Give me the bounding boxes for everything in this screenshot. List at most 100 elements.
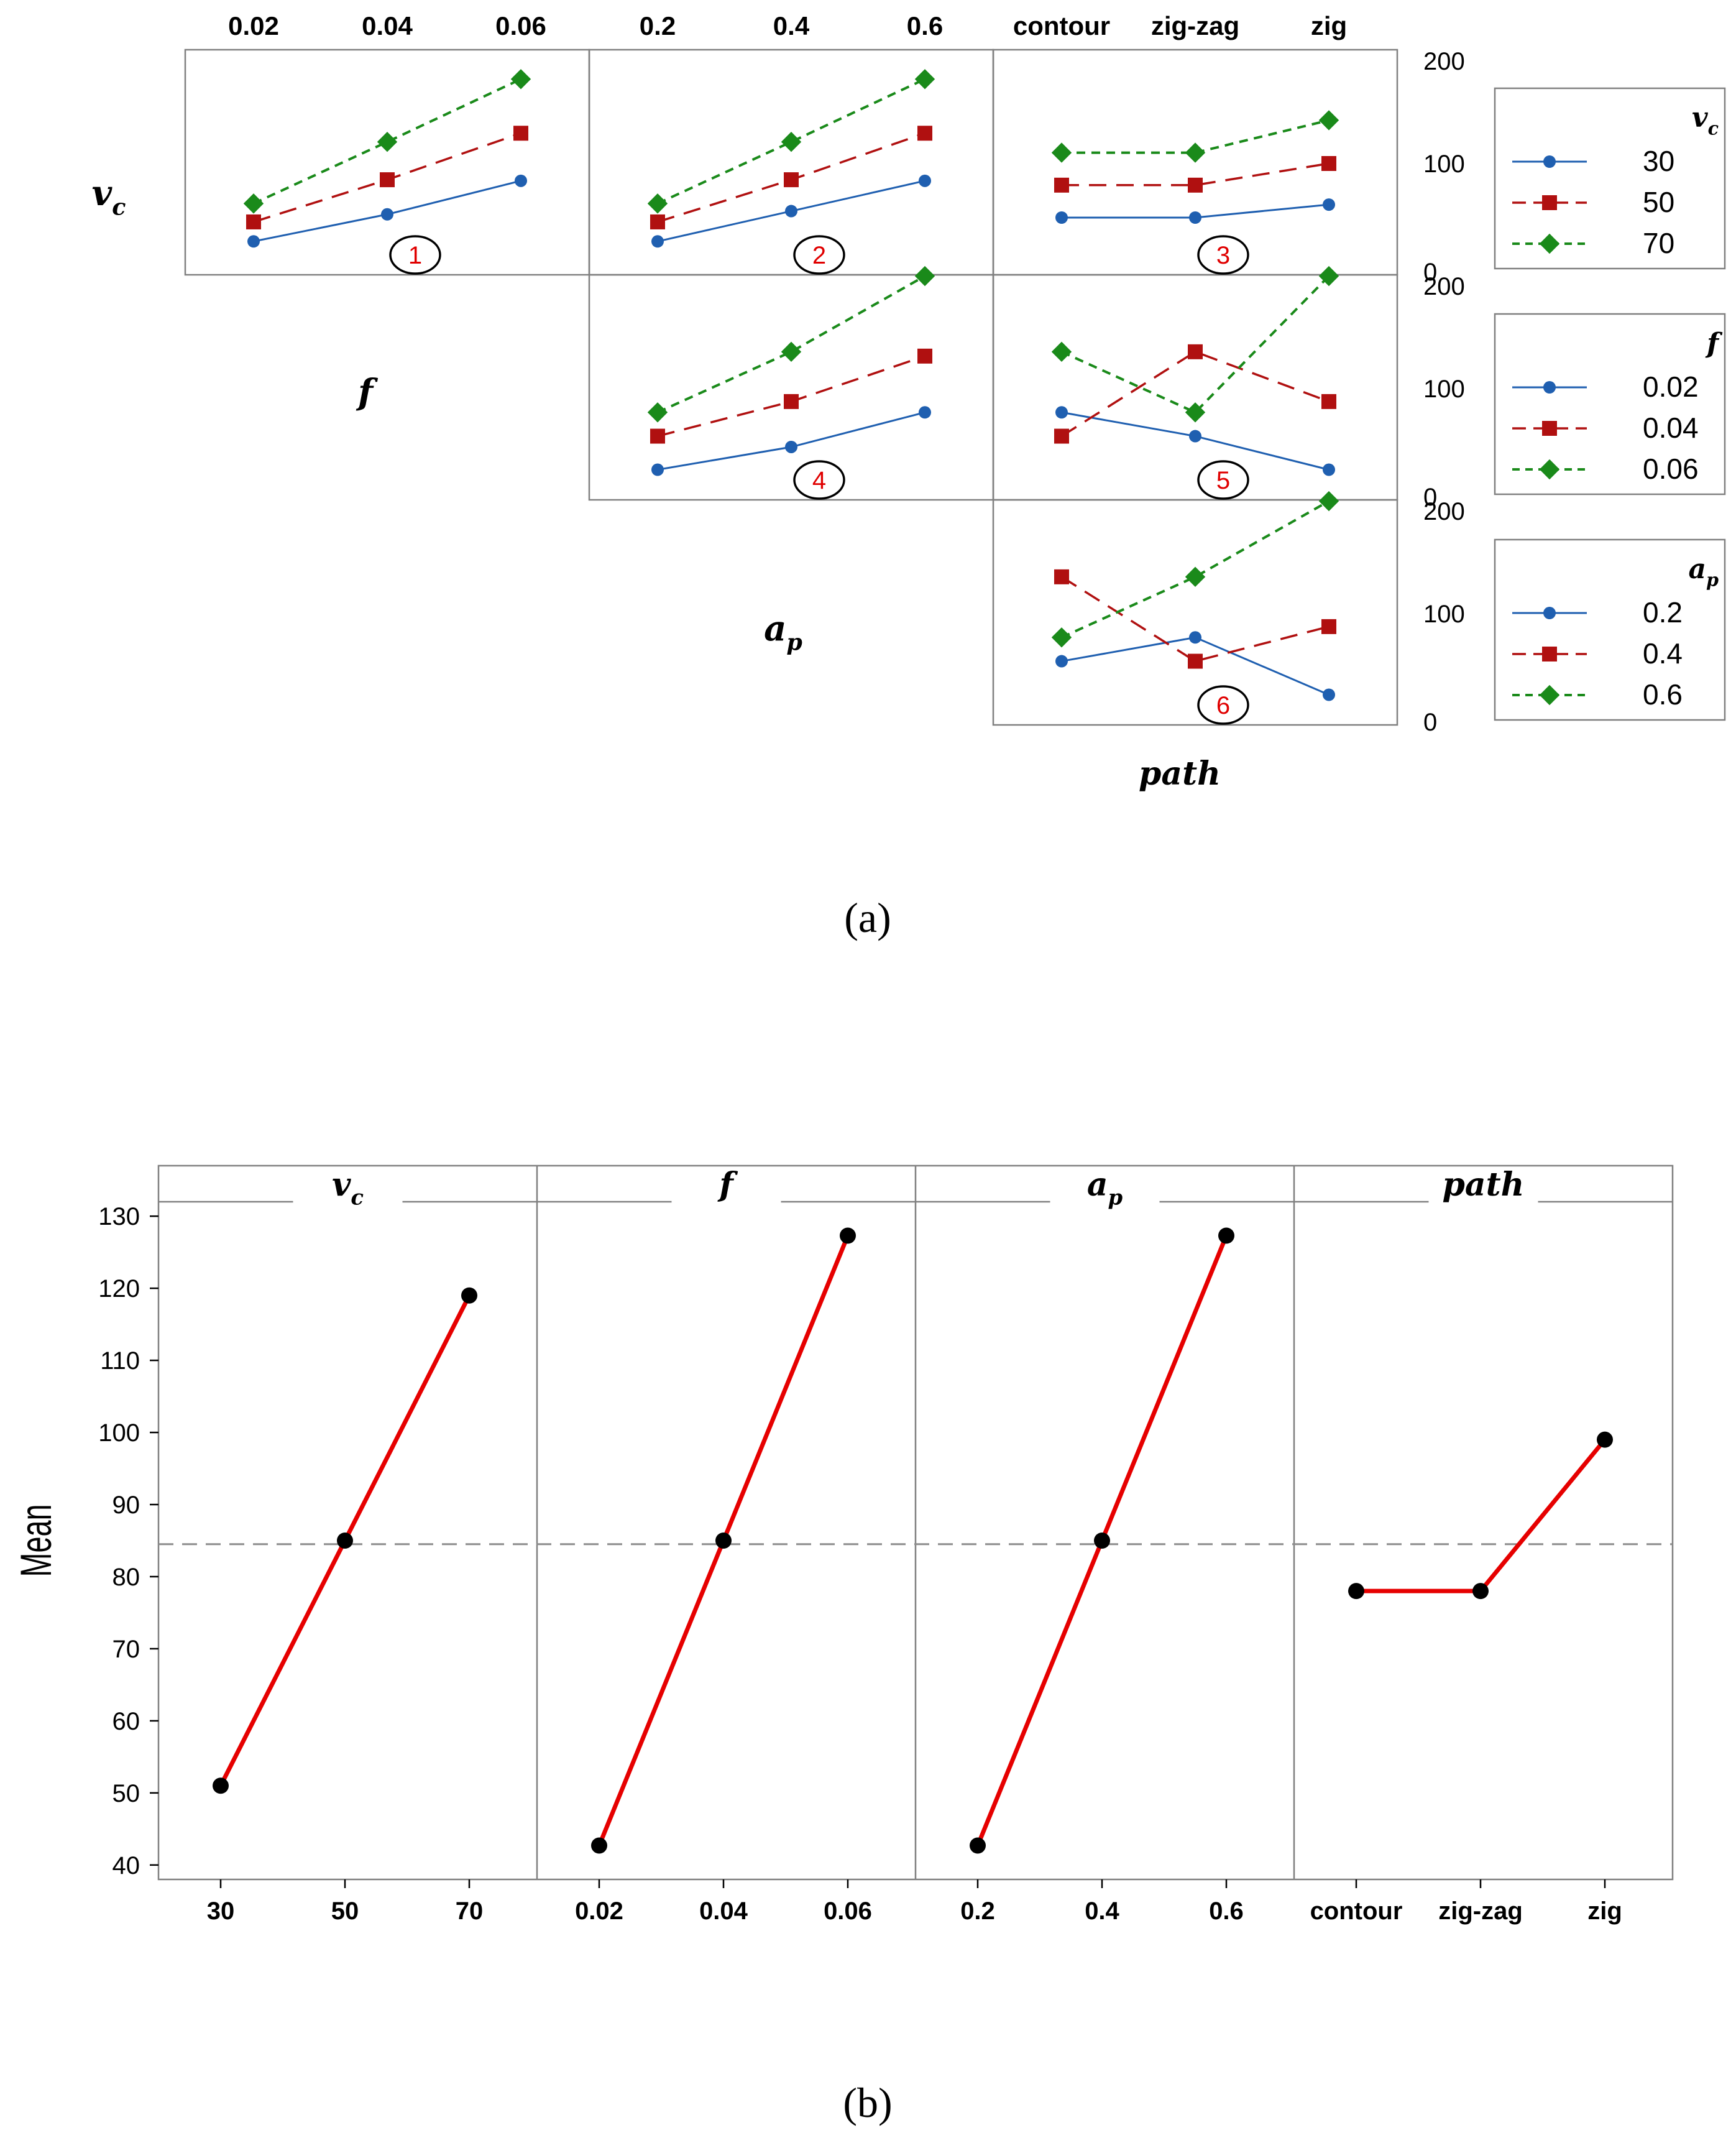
y-tick-label: 200 (1423, 48, 1465, 75)
legend-entry-label: 0.02 (1643, 371, 1699, 403)
y-tick-label: 130 (98, 1203, 140, 1230)
y-tick-label: 200 (1423, 498, 1465, 525)
panel-frame-6 (992, 499, 1398, 726)
effect-point (1094, 1533, 1110, 1549)
caption-b: (b) (843, 2079, 892, 2126)
x-tick-label: 50 (331, 1897, 359, 1925)
data-point (784, 394, 799, 409)
legend-title: ap (1688, 553, 1719, 590)
y-tick-label: 50 (113, 1780, 140, 1807)
data-point (1323, 463, 1335, 476)
data-point (1054, 177, 1069, 193)
panel-frame-1 (184, 48, 590, 276)
top-tick-label: 0.04 (362, 11, 413, 40)
panel-header-label: path (1443, 1166, 1525, 1204)
legend-marker (1543, 381, 1556, 394)
series-line (1061, 275, 1330, 414)
top-tick-label: zig (1311, 11, 1347, 40)
y-tick-label: 0 (1423, 484, 1437, 511)
series-line (1061, 350, 1330, 438)
data-point (651, 235, 664, 248)
data-point (1188, 653, 1203, 669)
data-point (1185, 142, 1206, 163)
factor-title-path: path (1139, 755, 1221, 793)
legend-marker (1539, 685, 1560, 706)
data-point (917, 348, 932, 364)
legend-entry-label: 0.2 (1643, 596, 1683, 629)
panel-number-circle (793, 460, 845, 500)
panel-frame-2 (588, 48, 994, 276)
data-point (1188, 344, 1203, 359)
legend-title: vc (1692, 102, 1719, 139)
data-point (1185, 566, 1206, 588)
data-point (515, 174, 527, 187)
data-point (513, 126, 528, 141)
data-point (781, 132, 802, 152)
data-point (1321, 394, 1336, 409)
series-line (1061, 500, 1330, 639)
data-point (1321, 156, 1336, 171)
panel-number-circle (389, 235, 441, 275)
panel-number-label: 2 (812, 242, 826, 269)
legend-marker (1542, 421, 1557, 436)
y-tick-label: 0 (1423, 709, 1437, 736)
series-line (1061, 576, 1330, 663)
legend-marker (1539, 459, 1560, 480)
legend-marker (1542, 647, 1557, 661)
factor-title-vc: vc (92, 173, 126, 221)
factor-title-f: f (356, 372, 379, 413)
data-point (246, 214, 261, 229)
data-point (381, 208, 393, 221)
header-label-bg (293, 1168, 403, 1209)
effect-point (461, 1287, 477, 1304)
data-point (1318, 491, 1339, 512)
panel-number-circle (1197, 235, 1249, 275)
legend-entry-label: 50 (1643, 186, 1674, 218)
top-tick-label: zig-zag (1151, 11, 1239, 40)
y-tick-label: 100 (98, 1419, 140, 1447)
top-tick-label: 0.6 (907, 11, 943, 40)
data-point (380, 172, 395, 188)
panel-number-label: 4 (812, 467, 826, 494)
series-line (657, 78, 925, 205)
data-point (1318, 110, 1339, 131)
x-tick-label: zig-zag (1438, 1897, 1523, 1925)
effect-point (1218, 1227, 1234, 1244)
effect-point (840, 1227, 856, 1244)
effect-point (1348, 1583, 1364, 1600)
data-point (919, 174, 931, 187)
effect-point (970, 1837, 986, 1854)
y-tick-label: 120 (98, 1275, 140, 1302)
data-point (1323, 688, 1335, 701)
data-point (1189, 430, 1201, 443)
x-tick-label: 70 (456, 1897, 484, 1925)
legend-marker (1543, 607, 1556, 619)
x-tick-label: 0.06 (824, 1897, 872, 1925)
legend-marker (1539, 233, 1560, 254)
legend-3: ap0.2 0.4 0.6 (1494, 538, 1726, 721)
panel-5: 5 (1051, 265, 1339, 500)
series-line (253, 78, 521, 205)
top-tick-label: 0.4 (773, 11, 810, 40)
panel-frame-5 (992, 274, 1398, 501)
y-tick-label: 100 (1423, 150, 1465, 178)
x-tick-label: 30 (207, 1897, 235, 1925)
legend-box (1494, 87, 1726, 270)
panel-header-label: vc (332, 1166, 364, 1210)
panel-frame-4 (588, 274, 994, 501)
panel-number-circle (1197, 685, 1249, 725)
legend-entry-label: 0.6 (1643, 678, 1683, 711)
caption-a: (a) (844, 894, 891, 941)
data-point (914, 265, 935, 287)
data-point (917, 126, 932, 141)
data-point (647, 402, 668, 423)
data-point (784, 172, 799, 188)
effect-point (1472, 1583, 1489, 1600)
effect-point (591, 1837, 607, 1854)
y-tick-label: 40 (113, 1852, 140, 1879)
panel-1: 1 (243, 69, 531, 275)
effect-point (715, 1533, 732, 1549)
y-axis-title: Mean (11, 1504, 60, 1577)
panel-number-label: 3 (1216, 242, 1230, 269)
